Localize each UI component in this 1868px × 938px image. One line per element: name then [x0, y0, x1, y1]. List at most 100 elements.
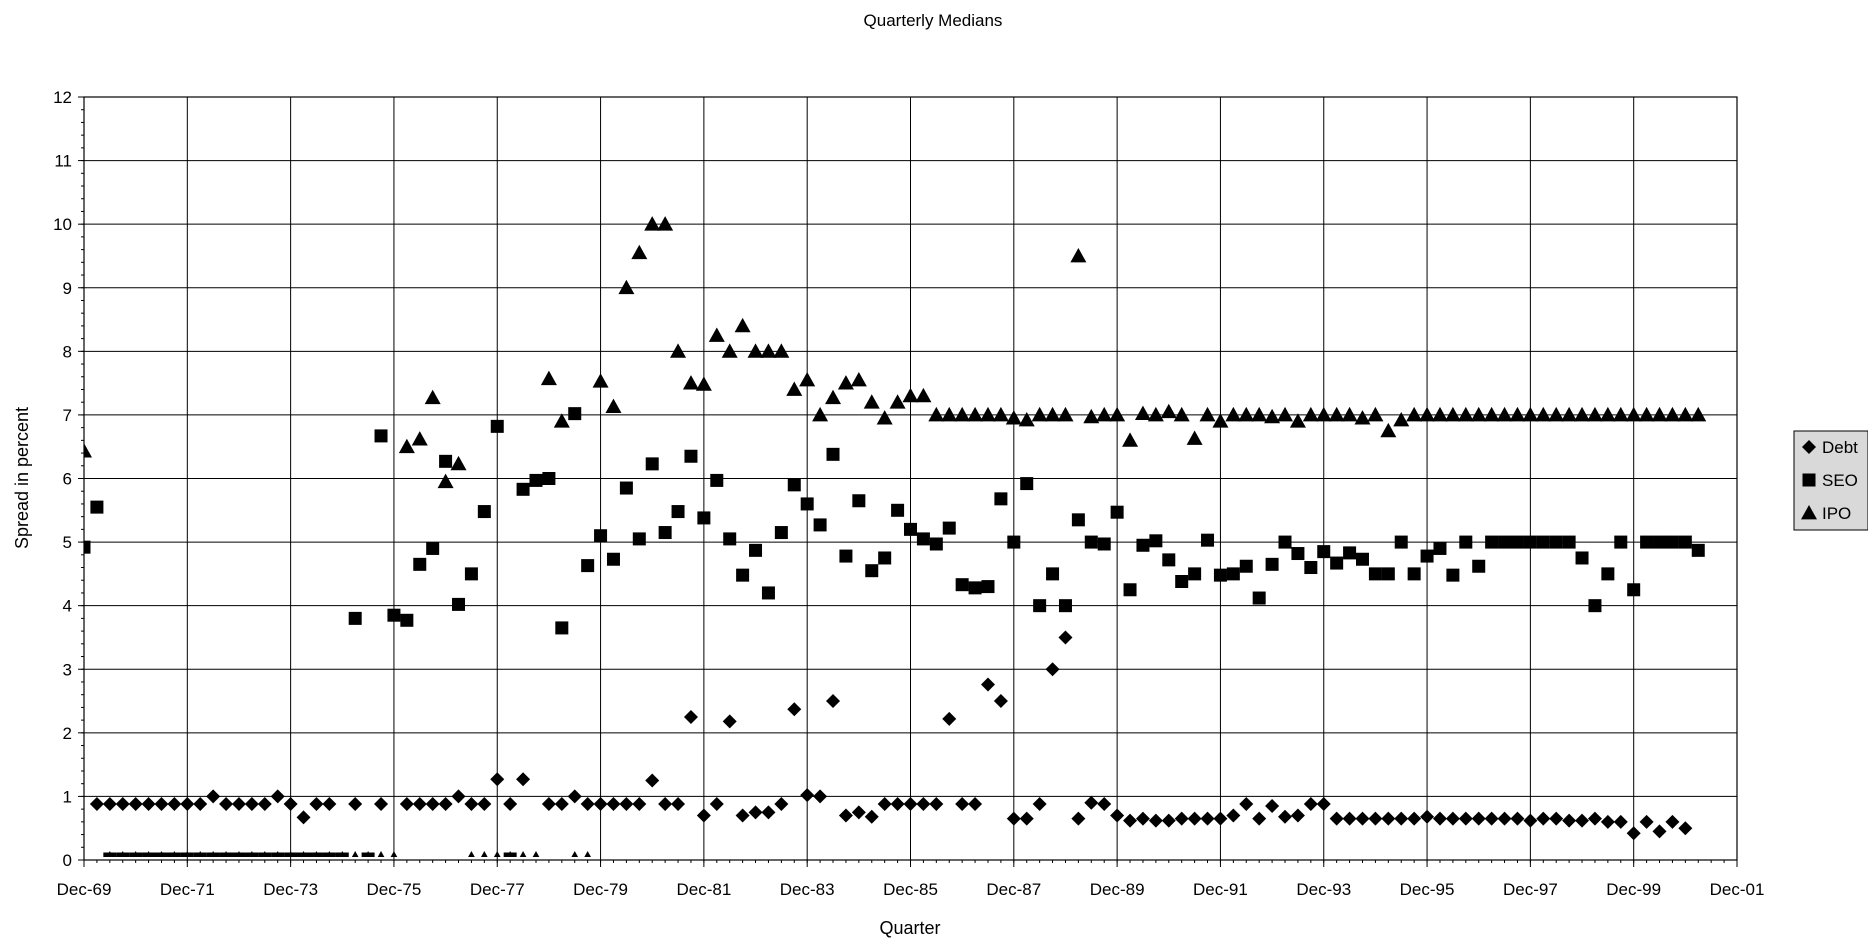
debt-point [477, 797, 492, 812]
seo-point [813, 518, 827, 532]
seo-point [981, 580, 995, 594]
ipo-point [1431, 406, 1448, 422]
y-tick-label: 7 [63, 406, 72, 425]
debt-point [102, 797, 117, 812]
debt-point [645, 773, 660, 788]
debt-point [864, 809, 879, 824]
ipo-point [1264, 408, 1281, 424]
ipo-point [1302, 406, 1319, 422]
x-tick-label: Dec-01 [1710, 880, 1765, 899]
y-tick-label: 6 [63, 470, 72, 489]
seo-point [142, 852, 156, 857]
seo-point [1330, 556, 1344, 570]
x-tick-label: Dec-99 [1606, 880, 1661, 899]
debt-point [412, 797, 427, 812]
debt-point [1600, 814, 1615, 829]
debt-point [1549, 811, 1564, 826]
ipo-point [1367, 406, 1384, 422]
ipo-point [1393, 412, 1410, 427]
ipo-point [1522, 406, 1539, 422]
seo-point [1523, 535, 1537, 549]
seo-point [671, 505, 685, 519]
data-points [84, 216, 1707, 857]
ipo-point [760, 343, 777, 358]
seo-point [1343, 546, 1357, 560]
ipo-point [967, 406, 984, 422]
seo-point [865, 564, 879, 578]
ipo-point [1535, 406, 1552, 422]
seo-point [1291, 547, 1305, 561]
debt-point [89, 797, 104, 812]
seo-point [1420, 549, 1434, 563]
seo-point [555, 621, 569, 635]
debt-point [1329, 811, 1344, 826]
debt-point [244, 797, 259, 812]
ipo-point [1444, 406, 1461, 422]
ipo-point [571, 851, 579, 857]
ipo-point [1406, 406, 1423, 422]
debt-point [1497, 811, 1512, 826]
ipo-point [1031, 406, 1048, 422]
ipo-point [1238, 406, 1255, 422]
ipo-point [644, 216, 661, 231]
debt-point [980, 677, 995, 692]
debt-point [1639, 814, 1654, 829]
seo-point [736, 568, 750, 582]
seo-point [1485, 535, 1499, 549]
debt-point [632, 797, 647, 812]
x-tick-label: Dec-69 [57, 880, 112, 899]
seo-point [1355, 552, 1369, 566]
seo-point [581, 559, 595, 573]
debt-point [1071, 811, 1086, 826]
debt-point [554, 797, 569, 812]
debt-point [1355, 811, 1370, 826]
x-axis-title: Quarter [879, 918, 940, 938]
seo-point [426, 541, 440, 555]
ipo-point [941, 406, 958, 422]
ipo-point [1199, 406, 1216, 422]
ipo-point [1341, 406, 1358, 422]
seo-point [167, 852, 181, 857]
debt-point [1239, 797, 1254, 812]
ipo-point [84, 443, 92, 458]
debt-point [1575, 813, 1590, 828]
ipo-point [540, 370, 557, 386]
ipo-point [532, 851, 540, 857]
debt-point [1265, 798, 1280, 813]
legend: Debt SEO IPO [1793, 430, 1868, 531]
x-tick-label: Dec-87 [986, 880, 1041, 899]
ipo-point [1599, 406, 1616, 422]
debt-point [774, 797, 789, 812]
x-tick-label: Dec-89 [1090, 880, 1145, 899]
debt-point [916, 797, 931, 812]
ipo-point [519, 851, 527, 857]
ipo-point [377, 851, 385, 857]
debt-point [761, 805, 776, 820]
debt-point [1187, 811, 1202, 826]
ipo-point [850, 371, 867, 387]
seo-point [84, 540, 91, 554]
debt-point [619, 797, 634, 812]
debt-point [1381, 811, 1396, 826]
y-tick-label: 10 [53, 215, 72, 234]
y-tick-label: 9 [63, 279, 72, 298]
seo-point [503, 852, 517, 857]
seo-point [1071, 513, 1085, 527]
debt-point [1213, 811, 1228, 826]
seo-point [1510, 535, 1524, 549]
debt-point [231, 797, 246, 812]
seo-point [1046, 567, 1060, 581]
debt-point [683, 709, 698, 724]
debt-point [567, 789, 582, 804]
ipo-point [747, 343, 764, 358]
ipo-point [1638, 406, 1655, 422]
x-tick-label: Dec-95 [1400, 880, 1455, 899]
debt-point [115, 797, 130, 812]
debt-point [1562, 813, 1577, 828]
debt-point [154, 797, 169, 812]
debt-point [438, 797, 453, 812]
ipo-point [670, 343, 687, 358]
debt-point [464, 797, 479, 812]
ipo-point [1289, 413, 1306, 428]
debt-point [257, 797, 272, 812]
